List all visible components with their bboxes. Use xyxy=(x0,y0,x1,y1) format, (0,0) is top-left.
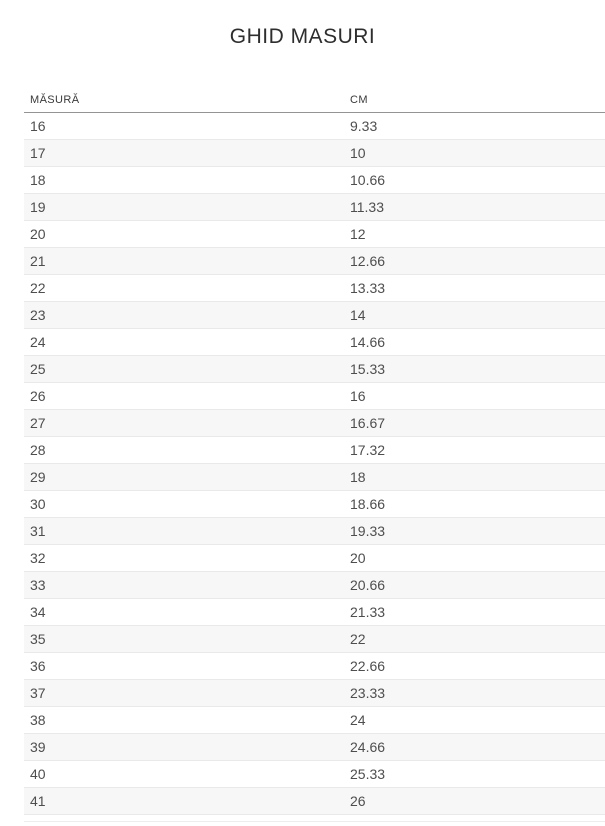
table-row: 24 14.66 xyxy=(24,329,605,356)
cell-masura: 35 xyxy=(30,631,46,647)
cell-masura: 38 xyxy=(30,712,46,728)
cell-cm: 16.67 xyxy=(350,415,386,431)
cell-cm: 10 xyxy=(350,145,366,161)
table-body: 16 9.33 17 10 18 10.66 19 11.33 20 12 21 12.66 22 13.… xyxy=(24,113,605,815)
table-row: 26 16 xyxy=(24,383,605,410)
cell-masura: 40 xyxy=(30,766,46,782)
table-row: 37 23.33 xyxy=(24,680,605,707)
table-row: 25 15.33 xyxy=(24,356,605,383)
table-row: 27 16.67 xyxy=(24,410,605,437)
cell-cm: 24.66 xyxy=(350,739,386,755)
table-row: 33 20.66 xyxy=(24,572,605,599)
table-header: MĂSURĂ CM xyxy=(24,88,605,113)
cell-masura: 17 xyxy=(30,145,46,161)
cell-cm: 24 xyxy=(350,712,366,728)
table-row: 23 14 xyxy=(24,302,605,329)
cell-masura: 21 xyxy=(30,253,46,269)
cell-masura: 29 xyxy=(30,469,46,485)
table-row: 16 9.33 xyxy=(24,113,605,140)
cell-masura: 28 xyxy=(30,442,46,458)
cell-masura: 16 xyxy=(30,118,46,134)
cell-cm: 22.66 xyxy=(350,658,386,674)
table-row: 20 12 xyxy=(24,221,605,248)
cell-masura: 32 xyxy=(30,550,46,566)
cell-masura: 27 xyxy=(30,415,46,431)
table-row: 28 17.32 xyxy=(24,437,605,464)
table-row: 29 18 xyxy=(24,464,605,491)
cell-cm: 14 xyxy=(350,307,366,323)
cell-masura: 19 xyxy=(30,199,46,215)
cell-cm: 15.33 xyxy=(350,361,386,377)
cell-cm: 22 xyxy=(350,631,366,647)
table-row: 32 20 xyxy=(24,545,605,572)
cell-masura: 33 xyxy=(30,577,46,593)
table-row: 40 25.33 xyxy=(24,761,605,788)
table-row: 17 10 xyxy=(24,140,605,167)
table-row: 35 22 xyxy=(24,626,605,653)
cell-cm: 12.66 xyxy=(350,253,386,269)
cell-cm: 19.33 xyxy=(350,523,386,539)
cell-cm: 18 xyxy=(350,469,366,485)
table-row: 22 13.33 xyxy=(24,275,605,302)
cell-cm: 21.33 xyxy=(350,604,386,620)
cell-cm: 13.33 xyxy=(350,280,386,296)
table-row: 36 22.66 xyxy=(24,653,605,680)
bottom-divider xyxy=(24,821,605,822)
table-row: 34 21.33 xyxy=(24,599,605,626)
table-row: 21 12.66 xyxy=(24,248,605,275)
cell-cm: 25.33 xyxy=(350,766,386,782)
cell-masura: 36 xyxy=(30,658,46,674)
table-row: 38 24 xyxy=(24,707,605,734)
cell-masura: 30 xyxy=(30,496,46,512)
cell-masura: 34 xyxy=(30,604,46,620)
cell-masura: 20 xyxy=(30,226,46,242)
cell-cm: 16 xyxy=(350,388,366,404)
table-row: 19 11.33 xyxy=(24,194,605,221)
cell-masura: 22 xyxy=(30,280,46,296)
page-title: GHID MASURI xyxy=(229,25,376,48)
cell-masura: 26 xyxy=(30,388,46,404)
cell-masura: 23 xyxy=(30,307,46,323)
cell-cm: 17.32 xyxy=(350,442,386,458)
table-row: 39 24.66 xyxy=(24,734,605,761)
cell-masura: 24 xyxy=(30,334,46,350)
cell-cm: 11.33 xyxy=(350,199,384,215)
cell-cm: 26 xyxy=(350,793,366,809)
table-row: 41 26 xyxy=(24,788,605,815)
cell-masura: 37 xyxy=(30,685,46,701)
cell-masura: 31 xyxy=(30,523,46,539)
cell-cm: 20 xyxy=(350,550,366,566)
cell-cm: 14.66 xyxy=(350,334,386,350)
cell-cm: 20.66 xyxy=(350,577,386,593)
cell-masura: 18 xyxy=(30,172,46,188)
size-table: MĂSURĂ CM 16 9.33 17 10 18 10.66 19 11.33 20 12 21… xyxy=(24,88,605,815)
cell-cm: 10.66 xyxy=(350,172,386,188)
cell-masura: 25 xyxy=(30,361,46,377)
cell-cm: 12 xyxy=(350,226,366,242)
cell-cm: 18.66 xyxy=(350,496,386,512)
table-row: 30 18.66 xyxy=(24,491,605,518)
table-row: 31 19.33 xyxy=(24,518,605,545)
column-header-masura: MĂSURĂ xyxy=(30,94,80,106)
table-row: 18 10.66 xyxy=(24,167,605,194)
cell-masura: 39 xyxy=(30,739,46,755)
cell-masura: 41 xyxy=(30,793,46,809)
column-header-cm: CM xyxy=(350,94,368,106)
cell-cm: 23.33 xyxy=(350,685,386,701)
cell-cm: 9.33 xyxy=(350,118,378,134)
